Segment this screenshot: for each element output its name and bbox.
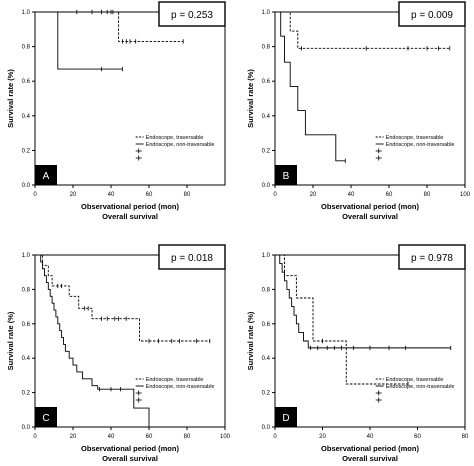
- p-value-box: [398, 1, 466, 27]
- x-tick-label: 40: [367, 434, 374, 440]
- legend-entry: Endoscope, traversable: [146, 135, 204, 141]
- y-tick-label: 0.8: [262, 45, 271, 51]
- y-tick-label: 0.6: [22, 322, 31, 328]
- y-tick-label: 0.8: [22, 45, 31, 51]
- p-value-label: p = 0.009: [411, 10, 453, 21]
- survival-curve-non-traversable: [275, 254, 451, 349]
- panel-letter: C: [42, 413, 49, 424]
- x-tick-label: 0: [33, 434, 37, 440]
- plot-frame: [34, 11, 226, 186]
- y-tick-label: 1.0: [22, 10, 31, 16]
- p-value-label: p = 0.978: [411, 253, 453, 264]
- legend-entry: Endoscope, non-traversable: [386, 142, 455, 148]
- y-tick-label: 0.2: [262, 391, 271, 397]
- x-tick-label: 80: [184, 192, 191, 198]
- survival-curve-traversable: [35, 254, 210, 342]
- x-tick-label: 0: [33, 192, 37, 198]
- x-tick-label: 80: [462, 434, 469, 440]
- y-tick-label: 1.0: [262, 253, 271, 259]
- legend-entry: Endoscope, traversable: [386, 135, 444, 141]
- y-tick-label: 0.8: [262, 287, 271, 293]
- y-tick-label: 1.0: [262, 10, 271, 16]
- plot-frame: [34, 254, 226, 428]
- x-axis-label: Observational period (mon): [321, 444, 419, 453]
- x-axis-label: Observational period (mon): [321, 202, 419, 211]
- y-tick-label: 0.0: [262, 425, 271, 431]
- x-tick-label: 20: [310, 192, 317, 198]
- y-tick-label: 0.0: [22, 183, 31, 189]
- panel-d: 0 20 40 60 80 0.0 0.2 0.4 0.6 0.8 1.0 Observational…: [246, 244, 469, 463]
- chart-subtitle: Overall survival: [102, 212, 158, 221]
- x-axis-label: Observational period (mon): [81, 444, 179, 453]
- y-tick-label: 0.4: [22, 114, 31, 120]
- y-tick-label: 0.6: [262, 79, 271, 85]
- p-value-box: [158, 1, 226, 27]
- y-axis-label: Survival rate (%): [6, 311, 15, 370]
- x-tick-label: 20: [70, 192, 77, 198]
- legend-entry: Endoscope, non-traversable: [146, 142, 215, 148]
- y-tick-label: 1.0: [22, 253, 31, 259]
- x-tick-label: 60: [414, 434, 421, 440]
- p-value-label: p = 0.018: [171, 253, 213, 264]
- panel-letter: B: [283, 171, 290, 182]
- survival-curve-non-traversable: [35, 11, 123, 70]
- survival-curve-traversable: [275, 254, 408, 385]
- x-tick-label: 20: [319, 434, 326, 440]
- y-tick-label: 0.2: [262, 148, 271, 154]
- y-tick-label: 0.8: [22, 287, 31, 293]
- panel-c: 0 20 40 60 80 100 0.0 0.2 0.4 0.6 0.8 1.0 Observatio…: [6, 244, 231, 463]
- survival-curve-non-traversable: [35, 254, 150, 427]
- x-tick-label: 60: [146, 434, 153, 440]
- y-axis-label: Survival rate (%): [6, 69, 15, 128]
- y-tick-label: 0.2: [22, 148, 31, 154]
- x-tick-label: 20: [70, 434, 77, 440]
- chart-subtitle: Overall survival: [342, 454, 398, 463]
- legend-entry: Endoscope, traversable: [146, 377, 204, 383]
- x-tick-label: 40: [108, 192, 115, 198]
- p-value-label: p = 0.253: [171, 10, 213, 21]
- y-tick-label: 0.0: [262, 183, 271, 189]
- y-tick-label: 0.6: [262, 322, 271, 328]
- y-axis-label: Survival rate (%): [246, 69, 255, 128]
- panel-letter: D: [282, 413, 289, 424]
- x-tick-label: 0: [273, 192, 277, 198]
- y-tick-label: 0.4: [262, 356, 271, 362]
- panel-letter-box: [275, 407, 297, 427]
- x-tick-label: 0: [273, 434, 277, 440]
- y-tick-label: 0.4: [262, 114, 271, 120]
- x-tick-label: 40: [108, 434, 115, 440]
- panel-letter-box: [275, 165, 297, 185]
- p-value-box: [398, 244, 466, 270]
- x-tick-label: 100: [460, 192, 471, 198]
- legend-entry: Endoscope, non-traversable: [386, 384, 455, 390]
- y-tick-label: 0.0: [22, 425, 31, 431]
- legend-entry: Endoscope, non-traversable: [146, 384, 215, 390]
- y-tick-label: 0.2: [22, 391, 31, 397]
- x-tick-label: 60: [146, 192, 153, 198]
- survival-curve-non-traversable: [275, 11, 346, 162]
- plot-frame: [274, 11, 466, 186]
- x-tick-label: 80: [184, 434, 191, 440]
- x-tick-label: 80: [424, 192, 431, 198]
- panel-a: 0 20 40 60 80 0.0 0.2 0.4 0.6 0.8 1.0 Observational…: [6, 1, 226, 221]
- chart-subtitle: Overall survival: [102, 454, 158, 463]
- p-value-box: [158, 244, 226, 270]
- y-tick-label: 0.4: [22, 356, 31, 362]
- y-tick-label: 0.6: [22, 79, 31, 85]
- panel-b: 0 20 40 60 80 100 0.0 0.2 0.4 0.6 0.8 1.0 Observatio…: [246, 1, 471, 221]
- survival-curve-traversable: [275, 11, 450, 49]
- x-tick-label: 40: [348, 192, 355, 198]
- x-axis-label: Observational period (mon): [81, 202, 179, 211]
- panel-letter: A: [43, 171, 50, 182]
- panel-letter-box: [35, 407, 57, 427]
- y-axis-label: Survival rate (%): [246, 311, 255, 370]
- legend-entry: Endoscope, traversable: [386, 377, 444, 383]
- panel-letter-box: [35, 165, 57, 185]
- x-tick-label: 60: [386, 192, 393, 198]
- chart-subtitle: Overall survival: [342, 212, 398, 221]
- x-tick-label: 100: [220, 434, 231, 440]
